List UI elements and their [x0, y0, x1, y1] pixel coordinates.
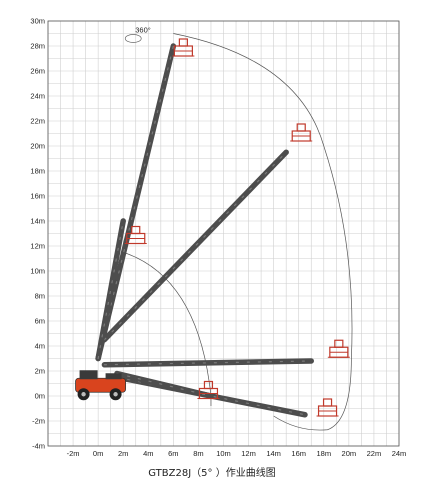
y-tick-label: 20m: [30, 142, 45, 151]
outer-reach-envelope: [173, 33, 353, 431]
boom-detail: [103, 151, 287, 341]
wheel-hub: [113, 392, 118, 397]
x-tick-label: 8m: [193, 449, 203, 458]
basket-upper-rail: [178, 38, 188, 47]
wheel-hub: [81, 392, 86, 397]
basket-upper-rail: [131, 225, 141, 235]
platform-basket: [327, 339, 350, 358]
x-axis-ticks: -2m 0m 2m 4m 6m 8m 10m 12m 14m 16m 18m 20m 22m 24m: [67, 449, 407, 458]
x-tick-label: 4m: [143, 449, 153, 458]
x-tick-label: 22m: [367, 449, 382, 458]
y-tick-label: 30m: [30, 17, 45, 26]
y-tick-label: 6m: [35, 317, 45, 326]
boom-detail: [103, 360, 312, 366]
x-tick-label: 2m: [118, 449, 128, 458]
y-tick-label: 22m: [30, 117, 45, 126]
y-tick-label: 2m: [35, 367, 45, 376]
x-tick-label: 24m: [392, 449, 407, 458]
x-tick-label: 18m: [316, 449, 331, 458]
work-platforms: [124, 38, 350, 417]
x-tick-label: 12m: [241, 449, 256, 458]
basket-upper-rail: [296, 123, 306, 132]
boom-detail: [97, 220, 124, 360]
inner-reach-envelope: [123, 251, 212, 406]
x-tick-label: 20m: [342, 449, 357, 458]
boom: [114, 370, 214, 399]
chassis-body: [75, 377, 126, 393]
y-axis-ticks: 30m 28m 26m 24m 22m 20m 18m 16m 14m 12m 10m 8m 6m 4m 2…: [30, 17, 45, 451]
platform-basket: [290, 123, 313, 142]
y-tick-label: 4m: [35, 342, 45, 351]
basket-upper-rail: [334, 339, 344, 348]
basket-upper-rail: [203, 380, 214, 390]
x-tick-label: 16m: [291, 449, 306, 458]
rotation-label: 360°: [135, 25, 151, 34]
y-tick-label: 24m: [30, 92, 45, 101]
boom: [95, 43, 177, 362]
y-tick-label: 26m: [30, 67, 45, 76]
platform-basket: [172, 38, 195, 57]
x-tick-label: -2m: [67, 449, 80, 458]
x-tick-label: 6m: [168, 449, 178, 458]
counterweight: [105, 373, 122, 380]
machine-chassis: [75, 370, 126, 401]
y-tick-label: 16m: [30, 192, 45, 201]
y-tick-label: 10m: [30, 267, 45, 276]
y-tick-label: 28m: [30, 42, 45, 51]
platform-basket: [124, 225, 147, 245]
y-tick-label: -2m: [32, 417, 45, 426]
y-tick-label: -4m: [32, 442, 45, 451]
grid-lines: [47, 20, 400, 447]
platform-basket: [197, 380, 220, 400]
diagram-caption: GTBZ28J（5° ）作业曲线图: [148, 466, 275, 479]
boom-positions: [95, 43, 314, 418]
turntable: [79, 370, 98, 380]
x-tick-label: 14m: [266, 449, 281, 458]
y-tick-label: 0m: [35, 392, 45, 401]
y-tick-label: 12m: [30, 242, 45, 251]
basket-upper-rail: [322, 398, 333, 407]
y-tick-label: 18m: [30, 167, 45, 176]
x-tick-label: 10m: [216, 449, 231, 458]
plot-frame: [47, 20, 400, 447]
rotation-symbol: [124, 34, 142, 43]
y-tick-label: 8m: [35, 292, 45, 301]
y-tick-label: 14m: [30, 217, 45, 226]
x-tick-label: 0m: [93, 449, 103, 458]
platform-basket: [316, 398, 339, 417]
